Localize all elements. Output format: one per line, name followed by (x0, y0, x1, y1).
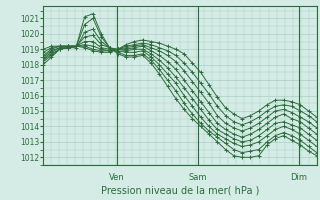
X-axis label: Pression niveau de la mer( hPa ): Pression niveau de la mer( hPa ) (101, 186, 259, 196)
